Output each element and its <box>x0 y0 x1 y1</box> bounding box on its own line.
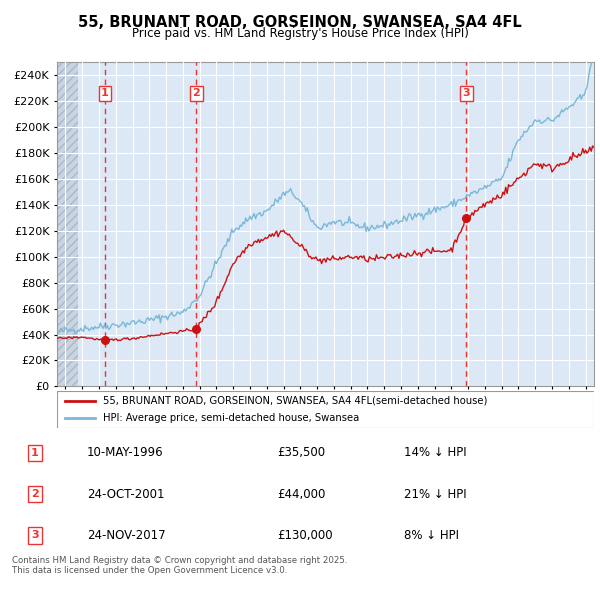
Text: HPI: Average price, semi-detached house, Swansea: HPI: Average price, semi-detached house,… <box>103 414 359 424</box>
Text: 10-MAY-1996: 10-MAY-1996 <box>87 446 164 460</box>
Text: 3: 3 <box>31 530 39 540</box>
Text: £44,000: £44,000 <box>277 487 325 501</box>
Text: 3: 3 <box>463 88 470 98</box>
Text: 2: 2 <box>193 88 200 98</box>
Text: 24-NOV-2017: 24-NOV-2017 <box>87 529 166 542</box>
Text: 55, BRUNANT ROAD, GORSEINON, SWANSEA, SA4 4FL(semi-detached house): 55, BRUNANT ROAD, GORSEINON, SWANSEA, SA… <box>103 396 487 406</box>
Text: 2: 2 <box>31 489 39 499</box>
Text: Price paid vs. HM Land Registry's House Price Index (HPI): Price paid vs. HM Land Registry's House … <box>131 27 469 40</box>
Text: 14% ↓ HPI: 14% ↓ HPI <box>404 446 466 460</box>
Text: 21% ↓ HPI: 21% ↓ HPI <box>404 487 466 501</box>
Text: £130,000: £130,000 <box>277 529 332 542</box>
Text: 24-OCT-2001: 24-OCT-2001 <box>87 487 164 501</box>
Text: 55, BRUNANT ROAD, GORSEINON, SWANSEA, SA4 4FL: 55, BRUNANT ROAD, GORSEINON, SWANSEA, SA… <box>78 15 522 30</box>
Text: 1: 1 <box>101 88 109 98</box>
Text: 1: 1 <box>31 448 39 458</box>
Text: 8% ↓ HPI: 8% ↓ HPI <box>404 529 458 542</box>
Text: £35,500: £35,500 <box>277 446 325 460</box>
Bar <box>57 62 78 386</box>
Text: Contains HM Land Registry data © Crown copyright and database right 2025.
This d: Contains HM Land Registry data © Crown c… <box>12 556 347 575</box>
